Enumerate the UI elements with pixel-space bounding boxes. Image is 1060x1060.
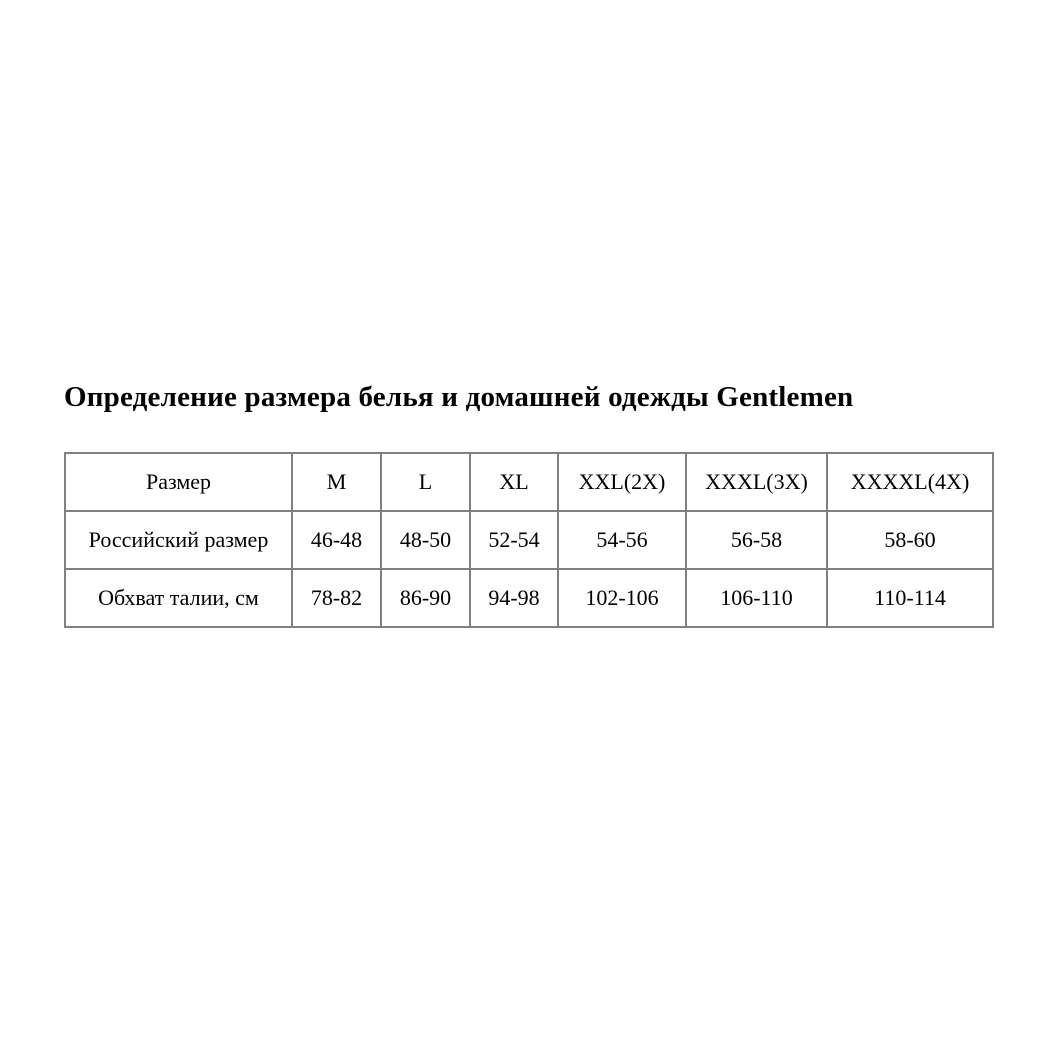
cell-waist-xxxl: 106-110 <box>685 568 828 628</box>
header-cell-l: L <box>380 452 471 512</box>
header-cell-xxxxl: XXXXL(4X) <box>826 452 994 512</box>
cell-waist-l: 86-90 <box>380 568 471 628</box>
header-cell-xxl: XXL(2X) <box>557 452 687 512</box>
cell-russian-size-xxxxl: 58-60 <box>826 510 994 570</box>
page-title: Определение размера белья и домашней оде… <box>64 381 854 413</box>
cell-russian-size-xxl: 54-56 <box>557 510 687 570</box>
cell-russian-size-xxxl: 56-58 <box>685 510 828 570</box>
header-cell-xl: XL <box>469 452 559 512</box>
header-cell-xxxl: XXXL(3X) <box>685 452 828 512</box>
table-row-waist: Обхват талии, см 78-82 86-90 94-98 102-1… <box>64 568 994 628</box>
cell-waist-xxxxl: 110-114 <box>826 568 994 628</box>
cell-waist-xl: 94-98 <box>469 568 559 628</box>
header-cell-size: Размер <box>64 452 293 512</box>
table-row-russian-size: Российский размер 46-48 48-50 52-54 54-5… <box>64 510 994 570</box>
row-label-waist: Обхват талии, см <box>64 568 293 628</box>
row-label-russian-size: Российский размер <box>64 510 293 570</box>
cell-waist-m: 78-82 <box>291 568 382 628</box>
cell-russian-size-m: 46-48 <box>291 510 382 570</box>
cell-waist-xxl: 102-106 <box>557 568 687 628</box>
table-header-row: Размер M L XL XXL(2X) XXXL(3X) XXXXL(4X) <box>64 452 994 512</box>
size-chart-table: Размер M L XL XXL(2X) XXXL(3X) XXXXL(4X)… <box>64 452 994 628</box>
cell-russian-size-l: 48-50 <box>380 510 471 570</box>
cell-russian-size-xl: 52-54 <box>469 510 559 570</box>
header-cell-m: M <box>291 452 382 512</box>
